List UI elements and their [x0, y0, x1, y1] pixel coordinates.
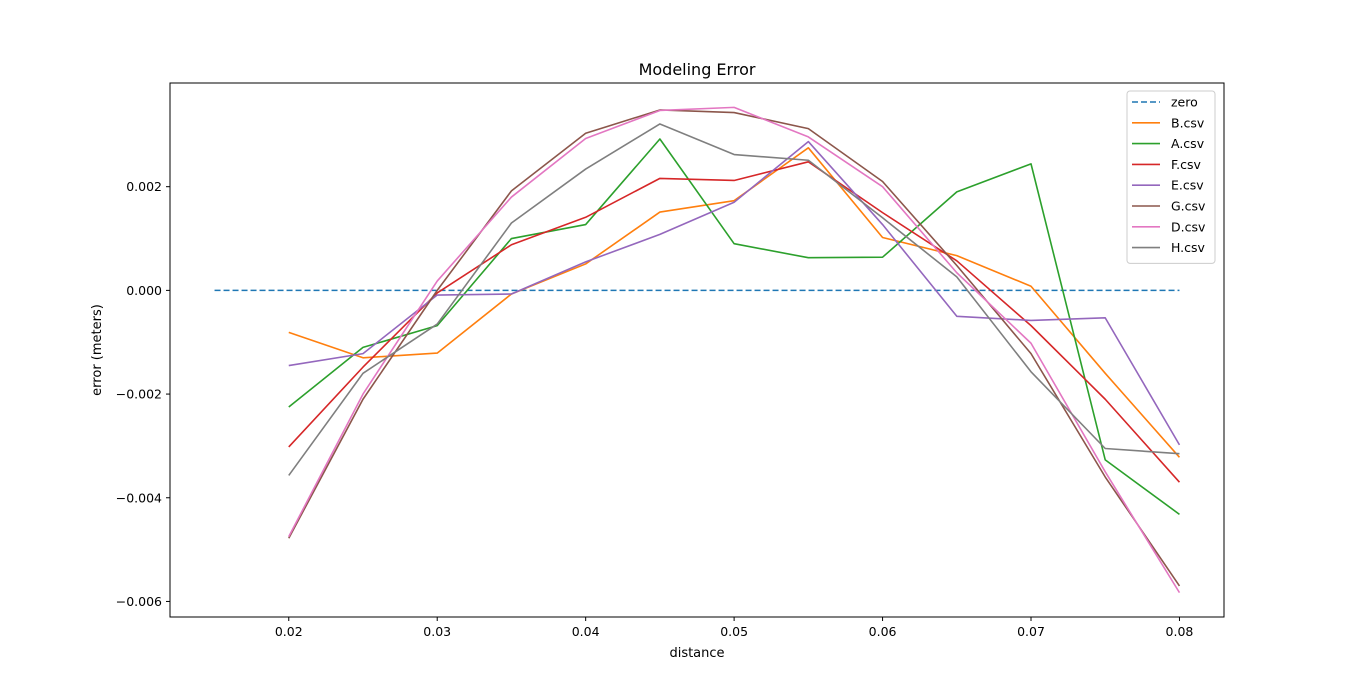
y-tick-label: −0.006 [116, 594, 162, 609]
x-tick-label: 0.06 [869, 624, 897, 639]
y-tick-label: −0.002 [116, 387, 162, 402]
chart-title: Modeling Error [639, 60, 756, 79]
legend-box [1126, 90, 1216, 264]
series-line-g-csv [288, 109, 1181, 587]
legend-label-e-csv: E.csv [1171, 178, 1204, 193]
series-line-d-csv [288, 106, 1181, 594]
legend: zero B.csv A.csv F.csv E.csv G.csv D.csv H.csv [1126, 90, 1216, 264]
y-tick-label: −0.004 [116, 490, 162, 505]
y-axis: 0.002 0.000 −0.002 −0.004 −0.006 [116, 179, 170, 609]
x-tick-label: 0.03 [423, 624, 451, 639]
legend-label-h-csv: H.csv [1171, 240, 1206, 255]
y-tick-label: 0.000 [126, 283, 162, 298]
series-line-e-csv [288, 140, 1181, 446]
x-axis-label: distance [669, 646, 724, 661]
legend-label-f-csv: F.csv [1171, 157, 1202, 172]
series-line-b-csv [288, 147, 1181, 458]
legend-label-a-csv: A.csv [1171, 136, 1205, 151]
series-line-f-csv [288, 161, 1181, 483]
x-tick-label: 0.04 [572, 624, 600, 639]
legend-label-b-csv: B.csv [1171, 115, 1205, 130]
x-axis: 0.02 0.03 0.04 0.05 0.06 0.07 0.08 [275, 617, 1194, 639]
series-lines [214, 106, 1181, 594]
legend-label-zero: zero [1171, 95, 1198, 110]
x-tick-label: 0.05 [720, 624, 748, 639]
legend-label-g-csv: G.csv [1171, 199, 1206, 214]
x-tick-label: 0.02 [275, 624, 303, 639]
x-tick-label: 0.07 [1017, 624, 1045, 639]
series-line-a-csv [288, 138, 1180, 515]
plot-frame [169, 82, 1225, 618]
y-axis-label: error (meters) [90, 304, 105, 396]
legend-label-d-csv: D.csv [1171, 219, 1206, 234]
x-tick-label: 0.08 [1166, 624, 1194, 639]
series-line-h-csv [288, 123, 1180, 476]
y-tick-label: 0.002 [126, 179, 162, 194]
